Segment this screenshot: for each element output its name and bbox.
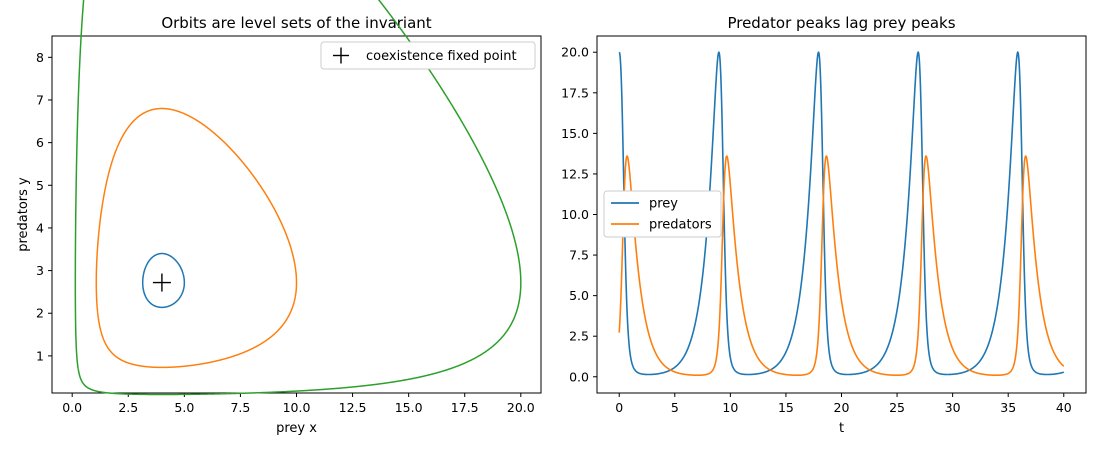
- time-series-xtick-label: 40: [1056, 400, 1072, 415]
- phase-plot-xtick-label: 0.0: [62, 400, 82, 415]
- time-series-xtick-label: 35: [1000, 400, 1016, 415]
- phase-plot-xtick-label: 15.0: [395, 400, 423, 415]
- phase-portrait-panel: Orbits are level sets of the invariant p…: [16, 0, 542, 436]
- legend-predators-label: predators: [649, 218, 712, 233]
- phase-plot-ytick-label: 5: [36, 178, 44, 193]
- time-series-ytick-label: 7.5: [569, 248, 589, 263]
- phase-plot-xtick-label: 20.0: [507, 400, 535, 415]
- phase-plot-xtick-label: 2.5: [118, 400, 138, 415]
- phase-plot-xtick-label: 10.0: [283, 400, 311, 415]
- phase-plot-ytick-label: 7: [36, 92, 44, 107]
- phase-plot-ytick-label: 6: [36, 135, 44, 150]
- orbit-medium: [95, 107, 298, 369]
- orbit-large: [74, 0, 522, 396]
- legend-fixed-point-label: coexistence fixed point: [366, 49, 517, 64]
- legend-box: [320, 41, 536, 70]
- time-series-xtick-label: 5: [671, 400, 679, 415]
- phase-plot-ticks: 0.0 2.5 5.0 7.5 10.0 12.5 15.0 17.5 20.0 1 2 3 4 5 6 7 8: [36, 50, 535, 415]
- time-series-xlabel: t: [839, 421, 844, 436]
- time-series-xtick-label: 0: [615, 400, 623, 415]
- time-series-ytick-label: 2.5: [569, 329, 589, 344]
- time-series-xtick-label: 25: [889, 400, 905, 415]
- phase-plot-xtick-label: 17.5: [451, 400, 479, 415]
- time-series-ytick-label: 0.0: [569, 369, 589, 384]
- time-series-ytick-label: 5.0: [569, 288, 589, 303]
- prey-line: [618, 51, 1065, 376]
- phase-plot-ytick-label: 2: [36, 306, 44, 321]
- phase-plot-xtick-label: 5.0: [174, 400, 194, 415]
- orbit-small: [141, 252, 186, 309]
- phase-plot-frame: [51, 35, 542, 394]
- phase-plot-title: Orbits are level sets of the invariant: [161, 14, 431, 32]
- phase-plot-legend: coexistence fixed point: [320, 41, 536, 70]
- time-series-xtick-label: 15: [778, 400, 794, 415]
- phase-plot-orbits: [74, 0, 522, 396]
- phase-plot-xlabel: prey x: [276, 421, 317, 436]
- time-series-ytick-label: 10.0: [561, 207, 589, 222]
- time-series-ytick-label: 15.0: [561, 126, 589, 141]
- legend-prey-label: prey: [649, 197, 678, 212]
- phase-plot-ytick-label: 8: [36, 50, 44, 65]
- time-series-lines: [618, 51, 1065, 377]
- time-series-ytick-label: 17.5: [561, 85, 589, 100]
- phase-plot-ytick-label: 1: [36, 348, 44, 363]
- time-series-panel: Predator peaks lag prey peaks t 0 5 10 15 20…: [561, 14, 1087, 436]
- time-series-xtick-label: 10: [722, 400, 738, 415]
- time-series-xtick-label: 30: [945, 400, 961, 415]
- phase-plot-xtick-label: 7.5: [230, 400, 250, 415]
- time-series-ytick-label: 12.5: [561, 166, 589, 181]
- phase-plot-ytick-label: 4: [36, 220, 44, 235]
- predators-line: [618, 155, 1065, 377]
- time-series-xtick-label: 20: [834, 400, 850, 415]
- phase-plot-ylabel: predators y: [16, 177, 31, 252]
- time-series-ytick-label: 20.0: [561, 45, 589, 60]
- time-series-title: Predator peaks lag prey peaks: [727, 14, 955, 32]
- time-series-legend: prey predators: [603, 190, 722, 238]
- phase-plot-ytick-label: 3: [36, 263, 44, 278]
- phase-plot-xtick-label: 12.5: [339, 400, 367, 415]
- time-series-ticks: 0 5 10 15 20 25 30 35 40 0.0 2.5 5.0 7.5 10.0 12.5 15.0…: [561, 45, 1072, 415]
